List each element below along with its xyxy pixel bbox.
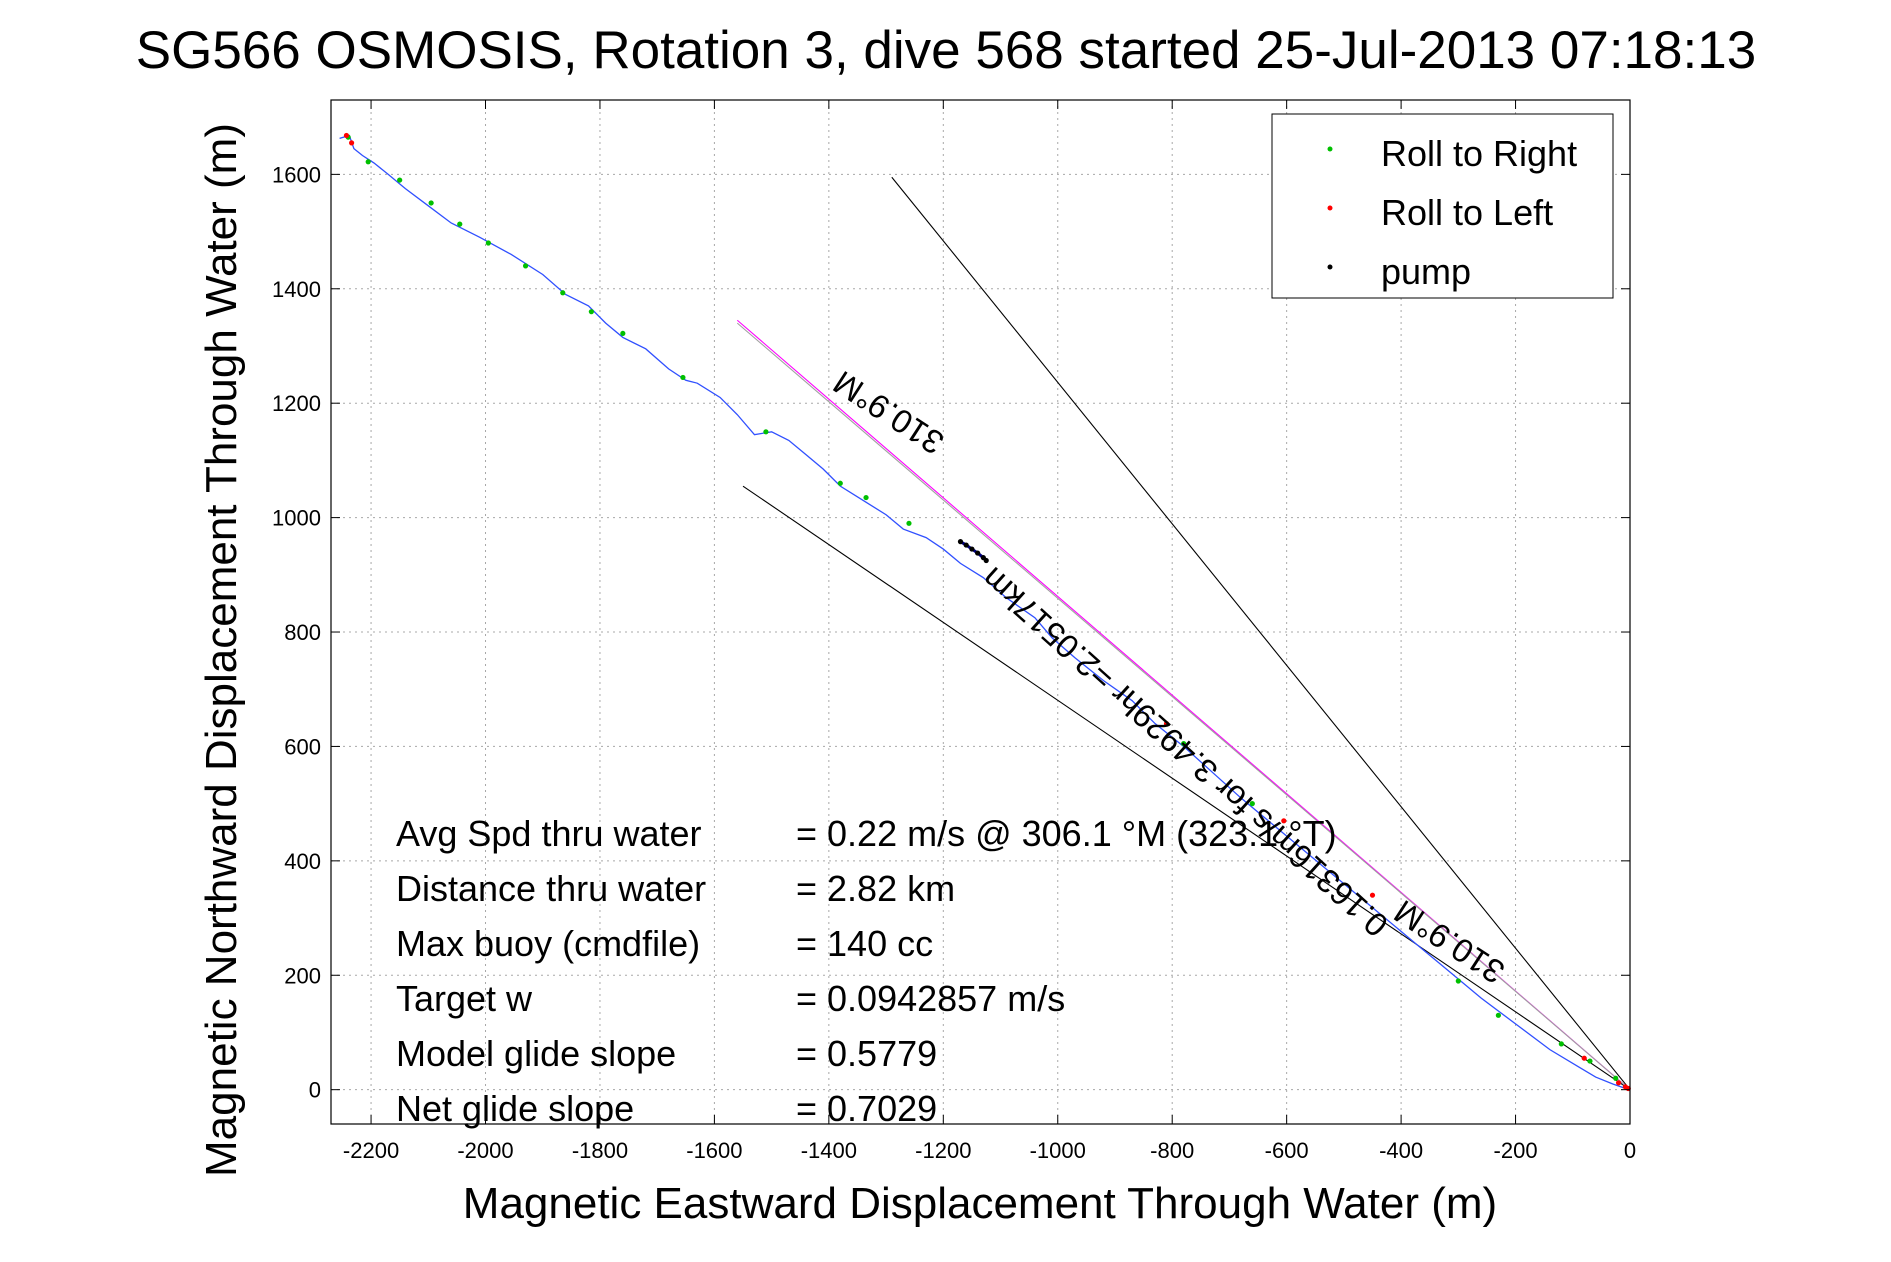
y-tick-label: 1600 <box>272 162 321 187</box>
track-line <box>339 134 1631 1091</box>
stat-value: = 140 cc <box>796 923 933 964</box>
roll-right-marker <box>1181 740 1187 747</box>
x-tick-label: -2000 <box>457 1138 513 1163</box>
x-tick-label: -200 <box>1494 1138 1538 1163</box>
roll-left-marker <box>1163 720 1170 727</box>
x-tick-label: -1400 <box>801 1138 857 1163</box>
pump-marker <box>969 546 975 552</box>
x-tick-label: -1000 <box>1030 1138 1086 1163</box>
y-tick-label: 0 <box>309 1078 321 1103</box>
x-tick-label: -1600 <box>686 1138 742 1163</box>
axis-ticks <box>331 100 1631 1124</box>
roll-right-marker <box>680 374 686 381</box>
y-tick-label: 200 <box>284 963 321 988</box>
x-tick-label: 0 <box>1624 1138 1636 1163</box>
roll-right-marker <box>1613 1075 1619 1081</box>
roll-right-marker <box>620 330 626 337</box>
y-tick-label: 1000 <box>272 506 321 531</box>
roll-right-marker <box>837 480 843 486</box>
stat-value: = 2.82 km <box>796 868 955 909</box>
legend-swatch <box>1327 146 1333 152</box>
stat-label: Target w <box>396 978 533 1019</box>
x-tick-label: -400 <box>1379 1138 1423 1163</box>
roll-right-marker <box>397 177 403 183</box>
roll-right-marker <box>906 520 912 526</box>
plot-frame <box>330 99 1631 1125</box>
stat-label: Max buoy (cmdfile) <box>396 923 700 964</box>
roll-left-marker <box>1281 818 1287 824</box>
roll-right-marker <box>485 240 491 246</box>
roll-right-marker <box>1587 1058 1593 1064</box>
heading-line <box>891 176 1631 1091</box>
roll-right-marker <box>560 290 566 296</box>
pump-marker <box>963 542 969 548</box>
legend-label: Roll to Right <box>1381 133 1577 174</box>
roll-right-marker <box>1558 1041 1564 1047</box>
dive-stats: Avg Spd thru water = 0.22 m/s @ 306.1 °M … <box>396 813 1337 1129</box>
heading-line <box>736 322 1631 1091</box>
roll-left-marker <box>1369 892 1376 898</box>
y-tick-label: 800 <box>284 620 321 645</box>
roll-right-marker <box>763 429 769 435</box>
stat-label: Distance thru water <box>396 868 706 909</box>
roll-right-marker <box>1495 1012 1501 1018</box>
x-tick-label: -600 <box>1265 1138 1309 1163</box>
roll-right-marker <box>863 494 869 501</box>
y-tick-label: 1200 <box>272 391 321 416</box>
y-axis-label: Magnetic Northward Displacement Through … <box>197 123 246 1177</box>
x-tick-label: -800 <box>1150 1138 1194 1163</box>
roll-right-marker <box>365 159 371 165</box>
stat-value: = 0.7029 <box>796 1088 937 1129</box>
pump-marker <box>983 557 989 564</box>
roll-right-marker <box>588 309 594 315</box>
roll-left-marker <box>343 132 350 139</box>
x-tick-label: -1800 <box>572 1138 628 1163</box>
axis-tick-labels: -2200 -2000 -1800 -1600 -1400 -1200 -1000 -800-… <box>272 162 1636 1163</box>
stat-label: Model glide slope <box>396 1033 676 1074</box>
roll-left-marker <box>349 140 355 146</box>
roll-right-marker <box>457 221 463 227</box>
chart-title: SG566 OSMOSIS, Rotation 3, dive 568 star… <box>136 21 1756 80</box>
x-axis-label: Magnetic Eastward Displacement Through W… <box>463 1179 1497 1228</box>
roll-left-marker <box>1581 1055 1587 1061</box>
heading-reference-lines <box>736 176 1631 1091</box>
roll-right-marker <box>428 200 434 206</box>
legend-label: pump <box>1381 251 1471 292</box>
stat-label: Net glide slope <box>396 1088 634 1129</box>
stat-label: Avg Spd thru water <box>396 813 702 854</box>
heading-line <box>742 485 1631 1091</box>
legend-label: Roll to Left <box>1381 192 1553 233</box>
legend-swatch <box>1327 205 1333 211</box>
x-tick-label: -2200 <box>343 1138 399 1163</box>
y-tick-label: 1400 <box>272 277 321 302</box>
pump-marker <box>957 539 964 545</box>
roll-right-marker <box>522 263 529 269</box>
roll-right-marker <box>1455 978 1461 984</box>
stat-value: = 0.5779 <box>796 1033 937 1074</box>
y-tick-label: 600 <box>284 734 321 759</box>
pump-marker <box>975 550 981 556</box>
stat-value: = 0.22 m/s @ 306.1 °M (323.1 °T) <box>796 813 1337 854</box>
stat-value: = 0.0942857 m/s <box>796 978 1065 1019</box>
roll-left-marker <box>1615 1080 1622 1086</box>
legend-swatch <box>1327 264 1333 270</box>
roll-markers <box>343 132 1631 1092</box>
roll-right-marker <box>1249 801 1255 807</box>
legend: Roll to Right Roll to Left pump <box>1271 113 1614 299</box>
y-tick-label: 400 <box>284 849 321 874</box>
x-tick-label: -1200 <box>915 1138 971 1163</box>
